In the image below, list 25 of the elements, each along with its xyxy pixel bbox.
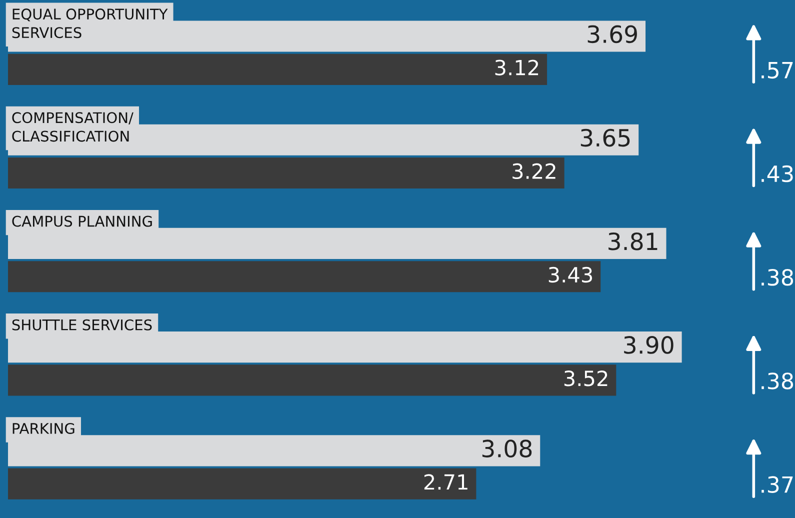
bar [8, 157, 564, 189]
data-label: 2.71 [424, 474, 468, 490]
y-tick-label: EQUAL OPPORTUNITY SERVICES [12, 8, 168, 38]
data-label: 3.81 [608, 232, 658, 250]
data-label: 3.65 [580, 128, 630, 147]
y-tick-label: PARKING [12, 422, 74, 434]
bar [8, 261, 601, 292]
text: .43 [762, 165, 793, 182]
data-label: 3.52 [564, 370, 608, 386]
data-label: 3.90 [624, 336, 674, 354]
bar [8, 364, 616, 396]
data-label: 3.69 [588, 25, 637, 44]
text: .38 [762, 372, 794, 390]
y-tick-label: COMPENSATION/ CLASSIFICATION [12, 112, 134, 142]
text: .57 [762, 62, 793, 79]
data-label: 3.12 [495, 60, 538, 76]
text: .38 [762, 268, 794, 286]
data-label: 3.22 [512, 163, 556, 180]
y-tick-label: CAMPUS PLANNING [12, 216, 152, 227]
text: .37 [762, 476, 793, 493]
bar [8, 468, 476, 500]
y-tick-label: SHUTTLE SERVICES [12, 319, 152, 330]
data-label: 3.43 [548, 266, 592, 283]
data-label: 3.08 [482, 440, 532, 458]
bar [8, 54, 548, 85]
